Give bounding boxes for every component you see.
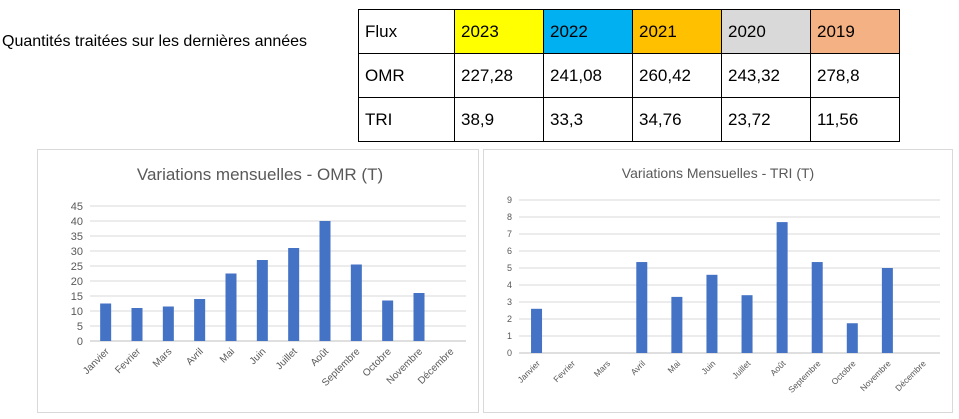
- bar: [131, 308, 143, 341]
- table-cell: 243,32: [721, 53, 811, 98]
- bar: [671, 296, 683, 353]
- x-tick-label: Fevrier: [113, 346, 143, 376]
- table-cell: 278,8: [810, 53, 900, 98]
- table-header-flux: Flux: [358, 9, 455, 54]
- y-tick-label: 40: [71, 216, 83, 228]
- y-tick-label: 3: [507, 297, 512, 307]
- page-heading: Quantités traitées sur les dernières ann…: [2, 33, 308, 50]
- y-tick-label: 5: [507, 263, 512, 273]
- bar: [319, 221, 331, 341]
- bar: [706, 274, 718, 353]
- bar: [100, 303, 112, 341]
- x-tick-label: Juin: [248, 346, 269, 367]
- bar: [811, 262, 823, 353]
- row-label: TRI: [358, 97, 455, 142]
- x-tick-label: Mars: [592, 358, 612, 378]
- y-tick-label: 0: [507, 348, 512, 358]
- x-tick-label: Juillet: [730, 358, 753, 381]
- y-tick-label: 6: [507, 246, 512, 256]
- x-tick-label: Septembre: [786, 358, 823, 395]
- year-cell: 2019: [810, 9, 900, 54]
- bar: [531, 308, 543, 353]
- table-cell: 227,28: [454, 53, 544, 98]
- chart-omr: Variations mensuelles - OMR (T) 0 5 10 15 20 2…: [37, 149, 479, 413]
- x-tick-label: Novembre: [858, 358, 893, 393]
- y-tick-label: 1: [507, 331, 512, 341]
- year-cell: 2022: [543, 9, 633, 54]
- x-tick-label: Mai: [218, 346, 237, 365]
- chart-tri: Variations Mensuelles - TRI (T) 0 1 2 3 4 5 6 7 8…: [483, 149, 953, 413]
- table-cell: 241,08: [543, 53, 633, 98]
- bar: [881, 268, 893, 353]
- table-header-row: Flux 2023 2022 2021 2020 2019: [358, 9, 900, 54]
- bar: [225, 273, 237, 341]
- year-cell: 2020: [721, 9, 811, 54]
- x-tick-label: Juillet: [274, 346, 300, 372]
- y-tick-label: 9: [507, 195, 512, 205]
- bar: [413, 293, 425, 341]
- year-cell: 2021: [632, 9, 722, 54]
- bar: [636, 262, 648, 353]
- x-tick-label: Août: [768, 358, 788, 378]
- table-row-tri: TRI 38,9 33,3 34,76 23,72 11,56: [358, 97, 900, 142]
- bar: [741, 295, 753, 353]
- chart-omr-svg: Variations mensuelles - OMR (T) 0 5 10 15 20 2…: [71, 165, 466, 389]
- y-tick-label: 15: [71, 291, 83, 303]
- y-tick-label: 0: [77, 336, 83, 348]
- table-row-omr: OMR 227,28 241,08 260,42 243,32 278,8: [358, 53, 900, 98]
- row-label: OMR: [358, 53, 455, 98]
- table-cell: 23,72: [721, 97, 811, 142]
- y-tick-label: 35: [71, 231, 83, 243]
- x-tick-label: Août: [309, 346, 331, 368]
- bar: [194, 299, 206, 341]
- x-tick-label: Décembre: [893, 358, 928, 393]
- y-tick-label: 7: [507, 229, 512, 239]
- y-tick-label: 20: [71, 276, 83, 288]
- bar: [776, 222, 788, 353]
- chart-title: Variations Mensuelles - TRI (T): [622, 165, 814, 181]
- bar: [846, 323, 858, 353]
- x-tick-label: Avril: [184, 346, 205, 367]
- bar: [288, 248, 300, 341]
- bar: [382, 300, 394, 341]
- bar: [350, 264, 362, 341]
- x-tick-label: Mars: [151, 346, 175, 370]
- summary-table: Flux 2023 2022 2021 2020 2019 OMR 227,28…: [358, 9, 900, 142]
- chart-title: Variations mensuelles - OMR (T): [137, 165, 383, 184]
- x-tick-label: Janvier: [81, 346, 112, 377]
- bar: [162, 306, 174, 341]
- y-tick-label: 45: [71, 201, 83, 213]
- y-tick-label: 25: [71, 261, 83, 273]
- table-cell: 11,56: [810, 97, 900, 142]
- y-tick-label: 10: [71, 306, 83, 318]
- table-cell: 38,9: [454, 97, 544, 142]
- bar: [256, 260, 268, 341]
- x-tick-label: Janvier: [516, 358, 543, 385]
- table-cell: 260,42: [632, 53, 722, 98]
- x-tick-label: Fevrier: [551, 358, 577, 384]
- x-tick-label: Mai: [666, 358, 683, 375]
- y-tick-label: 8: [507, 212, 512, 222]
- y-tick-label: 5: [77, 321, 83, 333]
- chart-tri-svg: Variations Mensuelles - TRI (T) 0 1 2 3 4 5 6 7 8…: [507, 165, 940, 395]
- x-tick-label: Juin: [699, 358, 717, 376]
- x-tick-label: Avril: [629, 358, 648, 377]
- table-cell: 33,3: [543, 97, 633, 142]
- table-cell: 34,76: [632, 97, 722, 142]
- y-tick-label: 4: [507, 280, 512, 290]
- x-tick-label: Octobre: [829, 358, 858, 387]
- y-tick-label: 2: [507, 314, 512, 324]
- y-tick-label: 30: [71, 246, 83, 258]
- year-cell: 2023: [454, 9, 544, 54]
